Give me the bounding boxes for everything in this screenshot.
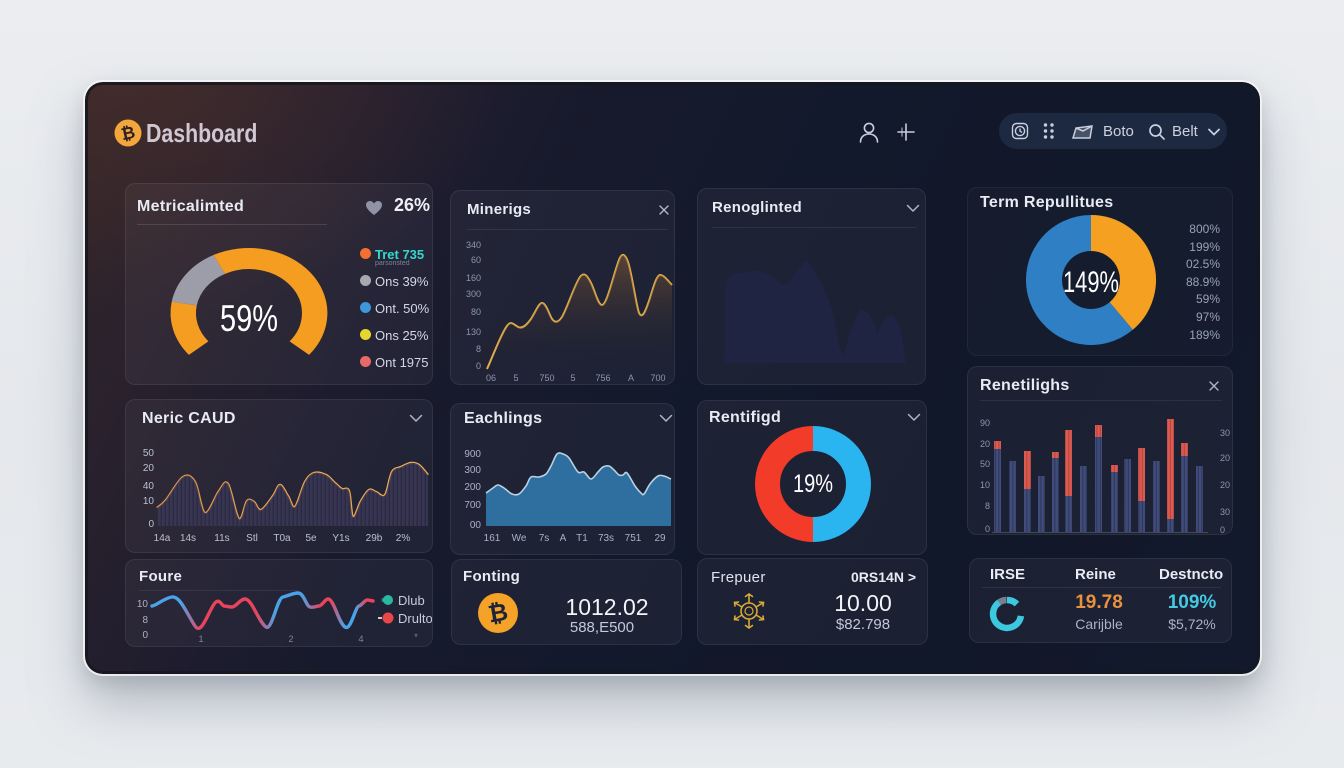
svg-text:60: 60	[471, 255, 481, 265]
svg-text:160: 160	[466, 273, 481, 283]
svg-text:8: 8	[476, 344, 481, 354]
svg-text:We: We	[512, 533, 527, 544]
svg-text:₿: ₿	[119, 123, 137, 144]
svg-text:10: 10	[143, 496, 155, 507]
svg-text:90: 90	[980, 418, 990, 428]
svg-text:4: 4	[358, 634, 363, 644]
svg-text:50: 50	[980, 459, 990, 469]
svg-text:8: 8	[985, 501, 990, 511]
svg-text:0: 0	[985, 524, 990, 534]
svg-text:Dlub: Dlub	[398, 593, 425, 608]
svg-text:149%: 149%	[1063, 266, 1119, 299]
svg-text:700: 700	[464, 500, 481, 511]
svg-text:2%: 2%	[396, 533, 411, 544]
svg-text:59%: 59%	[220, 298, 278, 339]
svg-text:14s: 14s	[180, 533, 196, 544]
svg-text:20: 20	[1220, 480, 1230, 490]
svg-text:30: 30	[1220, 507, 1230, 517]
svg-text:Y1s: Y1s	[332, 533, 349, 544]
svg-text:5e: 5e	[305, 533, 317, 544]
svg-text:200: 200	[464, 482, 481, 493]
svg-text:10: 10	[980, 480, 990, 490]
svg-text:Stl: Stl	[246, 533, 258, 544]
svg-text:0: 0	[1220, 525, 1225, 535]
svg-text:130: 130	[466, 327, 481, 337]
svg-text:20: 20	[143, 463, 155, 474]
svg-text:80: 80	[471, 307, 481, 317]
svg-text:340: 340	[466, 240, 481, 250]
svg-text:7s: 7s	[539, 533, 550, 544]
svg-text:30: 30	[1220, 428, 1230, 438]
svg-text:29: 29	[654, 533, 666, 544]
svg-text:8: 8	[142, 615, 148, 626]
svg-text:A: A	[560, 533, 567, 544]
svg-text:50: 50	[143, 448, 155, 459]
svg-text:T1: T1	[576, 533, 588, 544]
svg-text:10: 10	[137, 599, 149, 610]
svg-text:161: 161	[484, 533, 501, 544]
svg-text:T0a: T0a	[273, 533, 291, 544]
svg-text:900: 900	[464, 449, 481, 460]
svg-text:2: 2	[288, 634, 293, 644]
svg-text:0: 0	[142, 630, 148, 641]
svg-text:20: 20	[1220, 453, 1230, 463]
svg-text:73s: 73s	[598, 533, 614, 544]
svg-text:300: 300	[466, 289, 481, 299]
svg-text:*: *	[414, 632, 418, 642]
svg-text:29b: 29b	[366, 533, 383, 544]
svg-text:1: 1	[198, 634, 203, 644]
svg-text:0: 0	[476, 361, 481, 371]
svg-text:751: 751	[625, 533, 642, 544]
svg-text:20: 20	[980, 439, 990, 449]
svg-text:0: 0	[148, 519, 154, 530]
svg-text:40: 40	[143, 481, 155, 492]
svg-text:₿: ₿	[486, 598, 510, 628]
svg-text:5: 5	[570, 373, 575, 383]
svg-text:11s: 11s	[214, 533, 229, 544]
svg-text:00: 00	[470, 520, 482, 531]
svg-text:06: 06	[486, 373, 496, 383]
svg-text:756: 756	[595, 373, 610, 383]
svg-text:19%: 19%	[793, 470, 833, 498]
svg-text:14a: 14a	[154, 533, 171, 544]
svg-text:300: 300	[464, 465, 481, 476]
svg-text:5: 5	[513, 373, 518, 383]
svg-text:700: 700	[650, 373, 665, 383]
svg-text:Drulto: Drulto	[398, 611, 433, 626]
svg-text:A: A	[628, 373, 634, 383]
svg-text:750: 750	[539, 373, 554, 383]
